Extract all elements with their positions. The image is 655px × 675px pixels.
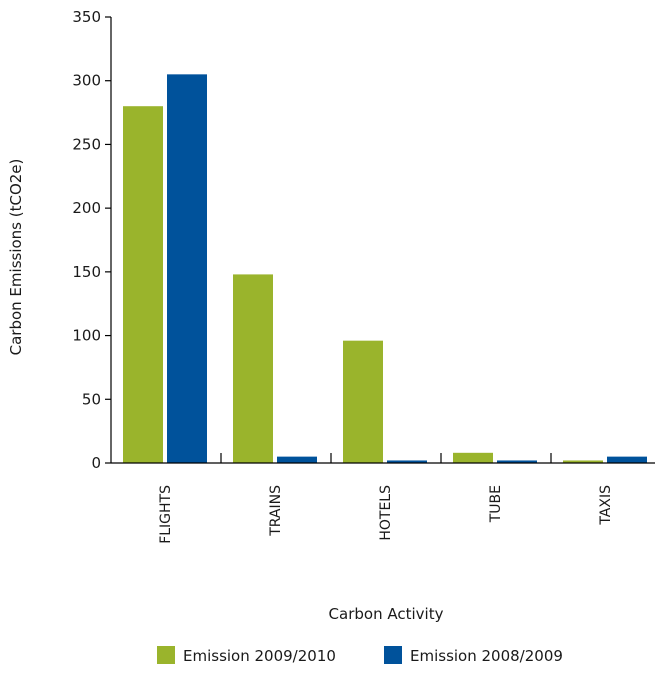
bar-taxis-emission-2008-2009 bbox=[607, 456, 647, 463]
x-axis-title: Carbon Activity bbox=[329, 605, 444, 623]
x-tick-label-tube: TUBE bbox=[488, 485, 504, 523]
bar-flights-emission-2008-2009 bbox=[167, 74, 207, 463]
bar-hotels-emission-2009-2010 bbox=[343, 340, 383, 463]
bar-tube-emission-2008-2009 bbox=[497, 460, 537, 463]
bars-group bbox=[123, 74, 647, 463]
y-tick-label-350: 350 bbox=[72, 8, 101, 26]
bar-trains-emission-2008-2009 bbox=[277, 456, 317, 463]
x-tick-label-taxis: TAXIS bbox=[598, 485, 614, 526]
y-tick-label-250: 250 bbox=[72, 135, 101, 153]
bar-flights-emission-2009-2010 bbox=[123, 106, 163, 463]
y-tick-label-0: 0 bbox=[91, 454, 101, 472]
legend-label-emission-2008-2009: Emission 2008/2009 bbox=[410, 647, 563, 665]
y-tick-label-100: 100 bbox=[72, 327, 101, 345]
y-axis-title: Carbon Emissions (tCO2e) bbox=[7, 159, 25, 356]
legend-swatch-emission-2009-2010 bbox=[157, 646, 175, 664]
bar-trains-emission-2009-2010 bbox=[233, 274, 273, 463]
bar-tube-emission-2009-2010 bbox=[453, 452, 493, 463]
y-tick-label-200: 200 bbox=[72, 199, 101, 217]
legend: Emission 2009/2010 Emission 2008/2009 bbox=[157, 646, 563, 665]
y-tick-label-300: 300 bbox=[72, 72, 101, 90]
legend-label-emission-2009-2010: Emission 2009/2010 bbox=[183, 647, 336, 665]
y-tick-label-150: 150 bbox=[72, 263, 101, 281]
legend-swatch-emission-2008-2009 bbox=[384, 646, 402, 664]
x-tick-label-flights: FLIGHTS bbox=[158, 485, 174, 544]
y-tick-label-50: 50 bbox=[82, 390, 101, 408]
axes-group: 0 50 100 150 200 250 300 350 FLIGHTS TRAINS HOTELS… bbox=[72, 8, 655, 544]
bar-taxis-emission-2009-2010 bbox=[563, 460, 603, 463]
bar-hotels-emission-2008-2009 bbox=[387, 460, 427, 463]
x-tick-label-trains: TRAINS bbox=[268, 485, 284, 537]
x-tick-label-hotels: HOTELS bbox=[378, 485, 394, 541]
